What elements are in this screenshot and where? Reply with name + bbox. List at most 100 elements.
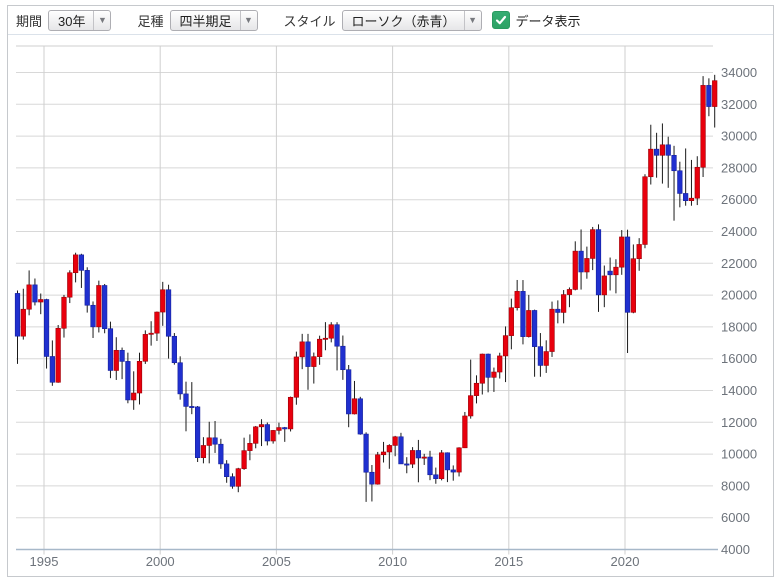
candle-2002Q4 (224, 460, 230, 483)
period-dropdown[interactable]: 30年 ▼ (48, 9, 112, 31)
candle-2004Q3 (264, 422, 270, 446)
candle-2014Q3 (497, 352, 503, 379)
candle-1997Q1 (90, 301, 96, 338)
candle-2016Q4 (549, 301, 555, 357)
bartype-dropdown[interactable]: 四半期足 ▼ (169, 9, 258, 31)
candle-1994Q3 (32, 278, 38, 306)
candle-1996Q1 (67, 270, 73, 304)
candle-1998Q1 (113, 337, 119, 380)
candle-2022Q1 (671, 145, 677, 221)
candle-2015Q3 (520, 280, 526, 345)
candle-2018Q3 (590, 226, 596, 271)
x-axis-label: 2015 (494, 554, 523, 569)
candle-2023Q3 (706, 78, 712, 117)
y-axis-label: 20000 (721, 288, 757, 303)
candle-1994Q4 (38, 293, 44, 315)
data-display-checkbox[interactable] (491, 11, 510, 29)
candle-1996Q3 (78, 253, 85, 288)
candle-2013Q4 (479, 353, 485, 395)
candle-2008Q4 (363, 432, 369, 502)
candle-2019Q3 (613, 259, 619, 294)
candle-2007Q2 (328, 322, 334, 343)
candle-2006Q3 (311, 352, 317, 384)
candle-2009Q1 (369, 464, 375, 502)
y-axis-label: 18000 (721, 319, 757, 334)
candle-2018Q1 (578, 229, 584, 290)
candle-2017Q1 (555, 300, 561, 324)
candle-1998Q3 (125, 352, 131, 404)
candle-1996Q2 (73, 252, 79, 283)
candle-2020Q4 (642, 174, 648, 249)
bartype-dropdown-value: 四半期足 (179, 13, 232, 29)
candle-2009Q2 (375, 451, 381, 485)
candle-2012Q3 (450, 465, 456, 481)
candle-2018Q2 (584, 246, 590, 279)
candle-2008Q2 (351, 380, 358, 415)
candle-1997Q3 (102, 283, 108, 334)
candle-2000Q3 (171, 333, 177, 365)
candle-2008Q1 (346, 365, 352, 428)
candle-2015Q1 (508, 298, 514, 350)
candle-2010Q2 (398, 432, 404, 465)
candle-1995Q4 (61, 294, 67, 338)
candle-2001Q3 (195, 406, 201, 462)
style-dropdown[interactable]: ローソク（赤青） ▼ (341, 9, 482, 31)
candle-1994Q2 (26, 270, 32, 316)
candle-2004Q4 (270, 429, 276, 444)
candle-2017Q4 (572, 241, 578, 291)
candle-2013Q3 (473, 375, 480, 404)
candle-2021Q2 (653, 132, 660, 178)
y-axis-label: 6000 (721, 510, 750, 525)
y-axis-label: 8000 (721, 478, 750, 493)
y-axis-label: 34000 (721, 65, 757, 80)
candle-2005Q2 (282, 426, 288, 442)
candle-2002Q2 (212, 421, 218, 453)
candle-1999Q4 (154, 311, 160, 341)
candle-2012Q2 (444, 452, 451, 483)
candle-2016Q3 (543, 340, 549, 373)
candle-2007Q4 (340, 335, 346, 380)
y-axis-label: 16000 (721, 351, 757, 366)
candle-1994Q1 (20, 288, 26, 340)
candle-2000Q2 (165, 284, 172, 359)
x-axis-label: 1995 (30, 554, 59, 569)
candle-2010Q1 (392, 435, 398, 457)
x-axis-label: 2020 (611, 554, 640, 569)
candle-2002Q3 (218, 438, 224, 469)
candle-2011Q4 (433, 467, 439, 484)
candle-2021Q4 (665, 136, 671, 188)
candle-2005Q4 (293, 351, 299, 405)
candle-2010Q4 (409, 447, 416, 469)
candle-2004Q1 (253, 425, 259, 449)
candle-2023Q1 (694, 156, 700, 206)
y-axis-label: 32000 (721, 97, 757, 112)
chevron-down-icon: ▼ (98, 14, 107, 25)
candle-2000Q1 (160, 281, 166, 326)
candle-2005Q1 (276, 422, 282, 435)
candle-2023Q2 (700, 76, 706, 178)
candle-2021Q1 (648, 124, 654, 185)
candle-2020Q1 (624, 229, 631, 354)
candle-2019Q4 (619, 230, 625, 275)
candle-2020Q2 (630, 244, 636, 314)
chevron-down-icon: ▼ (244, 14, 253, 25)
candle-2014Q1 (485, 353, 491, 393)
candle-2003Q4 (247, 434, 253, 461)
candle-1997Q2 (96, 280, 102, 333)
candlestick-chart[interactable]: 4000 6000 8000 10000 12000 14000 16000 18000 200… (8, 35, 773, 576)
candle-2008Q3 (357, 396, 363, 435)
candle-2017Q3 (566, 287, 573, 308)
y-axis-label: 10000 (721, 447, 757, 462)
candle-2006Q4 (317, 335, 323, 365)
candle-2010Q3 (404, 457, 410, 474)
candle-2011Q2 (421, 453, 427, 465)
candle-1998Q4 (131, 371, 137, 410)
x-axis-label: 2010 (378, 554, 407, 569)
y-axis-label: 28000 (721, 160, 757, 175)
candle-2022Q3 (683, 148, 689, 206)
dropdown-separator (93, 10, 95, 30)
candle-2014Q2 (491, 367, 497, 392)
candle-2002Q1 (206, 421, 212, 464)
candle-2022Q2 (677, 161, 683, 208)
candle-2011Q3 (427, 450, 433, 481)
